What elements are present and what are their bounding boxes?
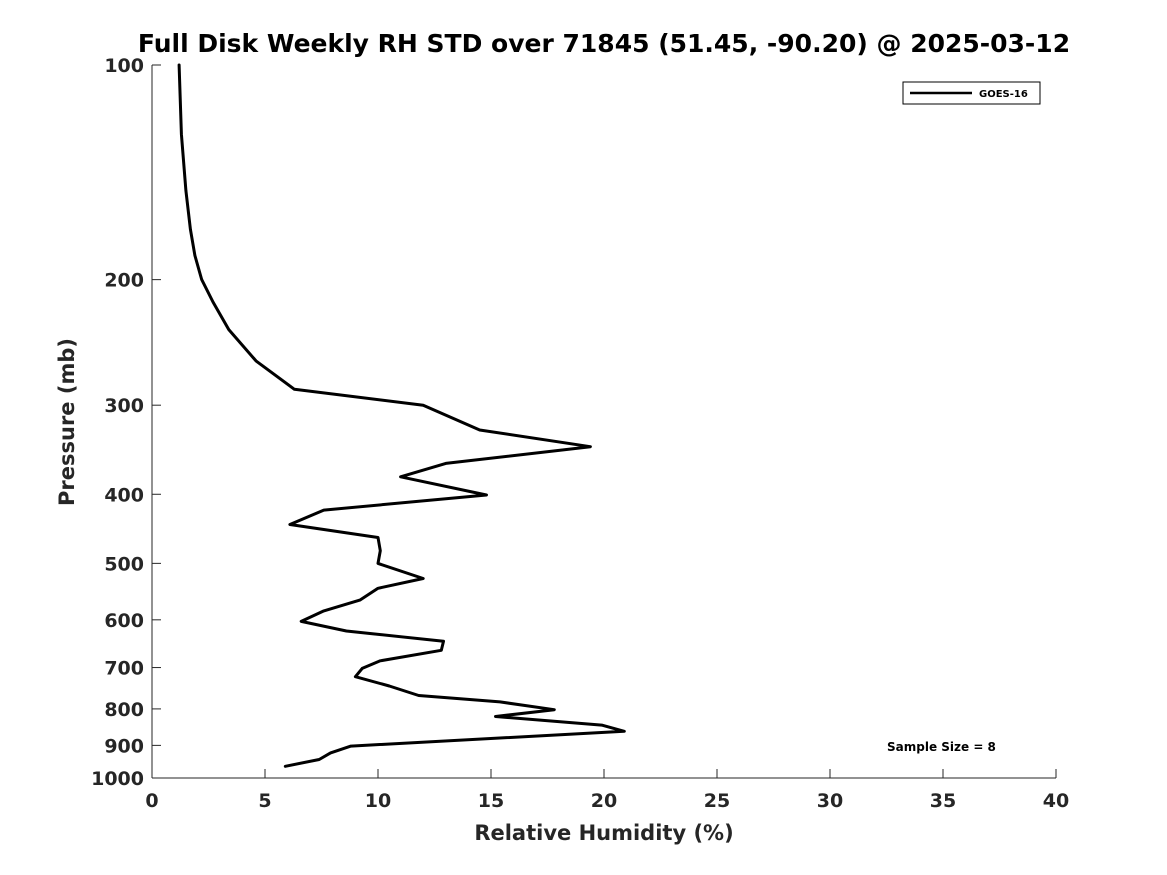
x-tick-label: 40: [1043, 790, 1069, 812]
x-tick-label: 10: [365, 790, 391, 812]
legend: GOES-16: [902, 81, 1041, 105]
legend-label: GOES-16: [979, 89, 1028, 100]
sample-size-annotation: Sample Size = 8: [887, 740, 996, 754]
y-tick-label: 700: [104, 658, 144, 680]
series-layer: [177, 63, 626, 768]
y-axis-ticks: 100 200 300 400 500 600 700 800 900 1000: [91, 55, 161, 790]
y-tick-label: 200: [104, 270, 144, 292]
y-tick-label: 100: [104, 55, 144, 77]
y-tick-label: 400: [104, 484, 144, 506]
plot-axes: [151, 65, 1056, 779]
y-tick-label: 600: [104, 610, 144, 632]
chart-title: Full Disk Weekly RH STD over 71845 (51.4…: [138, 29, 1070, 58]
x-tick-label: 0: [145, 790, 158, 812]
x-axis-ticks: 0 5 10 15 20 25 30 35 40: [145, 769, 1069, 812]
x-tick-label: 30: [817, 790, 843, 812]
y-tick-label: 900: [104, 735, 144, 757]
x-tick-label: 15: [478, 790, 504, 812]
y-axis-label: Pressure (mb): [55, 338, 79, 506]
y-tick-label: 500: [104, 553, 144, 575]
y-tick-label: 800: [104, 699, 144, 721]
x-axis-label: Relative Humidity (%): [474, 821, 733, 845]
x-tick-label: 20: [591, 790, 617, 812]
y-tick-label: 1000: [91, 768, 144, 790]
x-tick-label: 5: [258, 790, 271, 812]
x-tick-label: 35: [930, 790, 956, 812]
series-line-goes-16: [177, 63, 626, 768]
y-tick-label: 300: [104, 395, 144, 417]
x-tick-label: 25: [704, 790, 730, 812]
